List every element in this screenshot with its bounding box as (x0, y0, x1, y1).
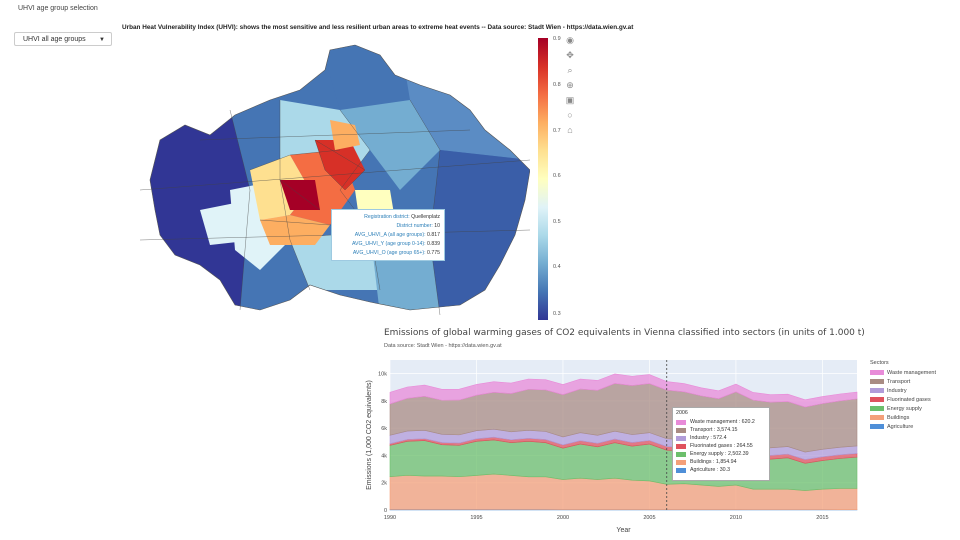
district-borders (140, 99, 530, 315)
tooltip-text: Waste management : 620.2 (690, 419, 755, 425)
legend-item[interactable]: Transport (870, 377, 936, 386)
legend-item[interactable]: Agriculture (870, 422, 936, 431)
legend-swatch (870, 415, 884, 420)
tooltip-row: Agriculture : 30.3 (673, 466, 769, 474)
y-tick-label: 10k (378, 372, 387, 378)
tooltip-text: Buildings : 1,854.94 (690, 459, 737, 465)
legend-label: Energy supply (887, 405, 922, 412)
x-axis-label: Year (616, 527, 631, 534)
legend-swatch (870, 397, 884, 402)
tooltip-row-uhvi-o: AVG_UHVI_O (age group 65+): 0.775 (352, 250, 440, 256)
legend-swatch (870, 424, 884, 429)
legend-swatch (870, 370, 884, 375)
y-tick-label: 8k (381, 399, 387, 405)
zoom-icon[interactable]: ⌕ (567, 65, 573, 75)
colorbar-tick: 0.5 (553, 219, 561, 225)
plot-modebar: ◉ ✥ ⌕ ⊕ ▣ ○ ⌂ (564, 34, 578, 139)
lasso-icon[interactable]: ○ (567, 110, 573, 120)
legend-label: Agriculture (887, 423, 914, 430)
chart-hover-tooltip: 2006 Waste management : 620.2 Transport :… (672, 407, 770, 481)
legend-swatch (870, 379, 884, 384)
tooltip-row: Industry : 572.4 (673, 434, 769, 442)
tooltip-text: Fluorinated gases : 264.55 (690, 443, 753, 449)
x-tick-label: 2010 (730, 515, 742, 521)
tooltip-row: Energy supply : 2,502.39 (673, 450, 769, 458)
legend-label: Industry (887, 387, 907, 394)
tooltip-text: Industry : 572.4 (690, 435, 727, 441)
colorbar-tick: 0.7 (553, 128, 561, 134)
y-axis-ticks: 0 2k 4k 6k 8k 10k (378, 372, 387, 514)
y-tick-label: 2k (381, 481, 387, 487)
chart-legend: Sectors Waste management Transport Industr… (870, 360, 936, 431)
legend-item[interactable]: Energy supply (870, 404, 936, 413)
map-districts (150, 45, 530, 310)
chevron-down-icon: ▼ (99, 37, 105, 43)
x-tick-label: 2005 (643, 515, 655, 521)
tooltip-swatch (676, 459, 686, 465)
legend-label: Fluorinated gases (887, 396, 931, 403)
tooltip-swatch (676, 451, 686, 457)
age-group-selector-label: UHVI age group selection (18, 5, 98, 12)
legend-item[interactable]: Fluorinated gases (870, 395, 936, 404)
colorbar-tick: 0.6 (553, 173, 561, 179)
colorbar-tick: 0.3 (553, 311, 561, 317)
camera-icon[interactable]: ◉ (566, 35, 574, 45)
tooltip-text: Energy supply : 2,502.39 (690, 451, 749, 457)
legend-item[interactable]: Buildings (870, 413, 936, 422)
colorbar-tick: 0.8 (553, 82, 561, 88)
legend-label: Buildings (887, 414, 910, 421)
tooltip-swatch (676, 427, 686, 433)
map-hover-tooltip: Registration district: Quellenplatz Dist… (331, 209, 445, 261)
legend-label: Waste management (887, 369, 937, 376)
area-series (389, 373, 858, 511)
pan-icon[interactable]: ✥ (566, 50, 574, 60)
map-title: Urban Heat Vulnerability Index (UHVI): s… (122, 24, 634, 31)
tooltip-row-district: Registration district: Quellenplatz (364, 214, 440, 220)
legend-item[interactable]: Waste management (870, 368, 936, 377)
x-tick-label: 1990 (384, 515, 396, 521)
x-axis-ticks: 1990 1995 2000 2005 2010 2015 (384, 515, 829, 521)
zoom-select-icon[interactable]: ⊕ (566, 80, 574, 90)
tooltip-swatch (676, 467, 686, 473)
legend-swatch (870, 406, 884, 411)
dropdown-value: UHVI all age groups (23, 36, 86, 43)
tooltip-text: Transport : 3,574.15 (690, 427, 738, 433)
y-tick-label: 4k (381, 453, 387, 459)
x-tick-label: 2000 (557, 515, 569, 521)
age-group-dropdown[interactable]: UHVI all age groups ▼ (14, 32, 112, 46)
legend-title: Sectors (870, 360, 889, 366)
legend-swatch (870, 388, 884, 393)
chart-title: Emissions of global warming gases of CO2… (384, 328, 865, 338)
reset-icon[interactable]: ⌂ (567, 125, 573, 135)
tooltip-row-number: District number: 10 (396, 223, 440, 229)
tooltip-swatch (676, 443, 686, 449)
x-tick-label: 2015 (816, 515, 828, 521)
tooltip-text: Agriculture : 30.3 (690, 467, 731, 473)
y-axis-label: Emissions (1,000 CO2 equivalents) (366, 380, 373, 490)
tooltip-row-uhvi-y: AVG_UHVI_Y (age group 0-14): 0.839 (351, 241, 440, 247)
x-tick-label: 1995 (470, 515, 482, 521)
tooltip-row: Waste management : 620.2 (673, 418, 769, 426)
colorbar-tick: 0.9 (553, 36, 561, 42)
tooltip-year: 2006 (676, 410, 688, 416)
tooltip-swatch (676, 419, 686, 425)
colorbar-tick: 0.4 (553, 264, 561, 270)
save-icon[interactable]: ▣ (565, 95, 575, 105)
tooltip-row: Buildings : 1,854.94 (673, 458, 769, 466)
y-tick-label: 0 (384, 508, 387, 514)
tooltip-row: Transport : 3,574.15 (673, 426, 769, 434)
emissions-area-chart[interactable]: 1990 1995 2000 2005 2010 2015 0 2k 4k 6k 8k 10k Em… (362, 355, 862, 540)
chart-subtitle: Data source: Stadt Wien - https://data.w… (384, 343, 502, 349)
legend-item[interactable]: Industry (870, 386, 936, 395)
tooltip-row-uhvi-a: AVG_UHVI_A (all age groups): 0.817 (354, 232, 440, 238)
tooltip-swatch (676, 435, 686, 441)
legend-label: Transport (887, 378, 911, 385)
uhvi-colorbar (538, 38, 548, 320)
tooltip-row: Fluorinated gases : 264.55 (673, 442, 769, 450)
y-tick-label: 6k (381, 426, 387, 432)
uhvi-choropleth-map[interactable] (140, 40, 530, 315)
area-waste-management[interactable] (389, 373, 858, 408)
